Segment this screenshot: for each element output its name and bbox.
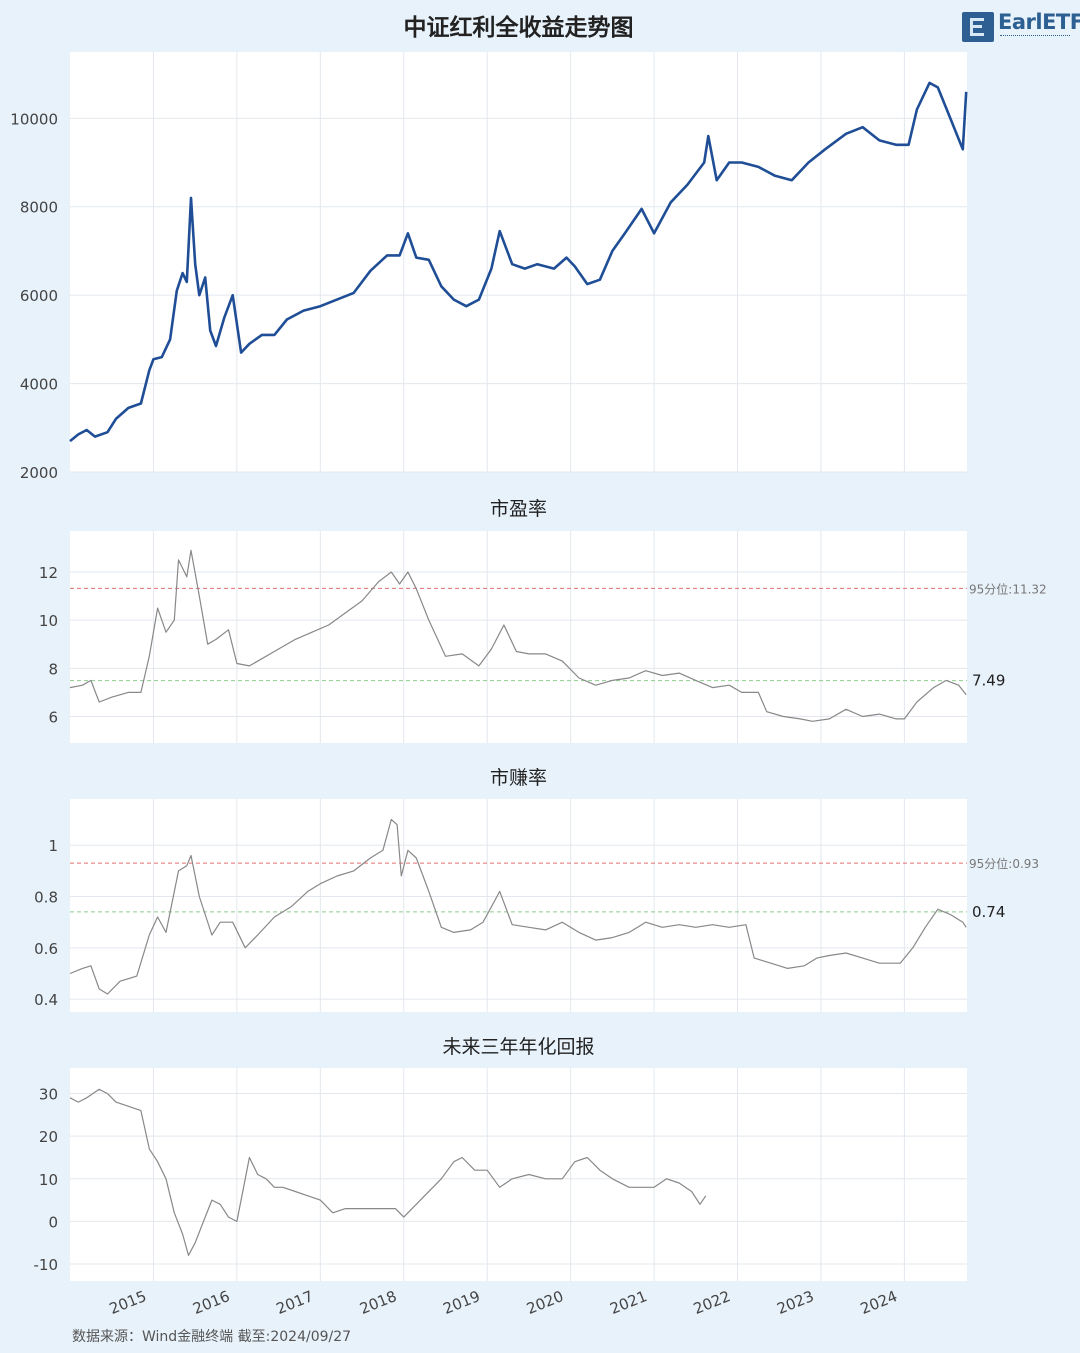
y-tick-label: 6 [48,709,58,727]
x-tick-label: 2019 [441,1287,483,1318]
y-tick-label: 10 [39,612,58,630]
chart-title: 市盈率 [490,498,547,520]
logo-icon [962,12,994,42]
percentile-label: 95分位:11.32 [969,581,1047,596]
chart-panel-2: 6 8 10 12 市盈率 95分位:11.32 7.49 [39,498,1047,743]
chart-panel-1: 2000 4000 6000 8000 10000 中证红利全收益走势图 [10,14,968,482]
logo-text: EarlETF [998,10,1080,34]
x-tick-label: 2018 [357,1287,399,1318]
y-tick-label: 2000 [20,464,58,482]
index-line [69,81,968,443]
x-tick-label: 2020 [524,1287,566,1318]
plot-area [70,799,967,1012]
y-tick-label: 8000 [20,199,58,217]
x-tick-label: 2023 [774,1287,816,1318]
percentile-label: 95分位:0.93 [969,856,1039,871]
earletf-logo: EarlETF [962,10,1080,44]
x-tick-label: 2015 [107,1287,149,1318]
metric-line [69,818,967,995]
metric-line [69,549,967,722]
current-value-label: 7.49 [972,672,1005,690]
current-value-label: 0.74 [972,903,1005,921]
source-note: 数据来源：Wind金融终端 截至:2024/09/27 [72,1329,352,1345]
x-tick-label: 2024 [858,1287,900,1318]
y-tick-label: 1 [48,837,58,855]
y-tick-label: 0 [48,1213,58,1231]
y-tick-label: 6000 [20,287,58,305]
plot-area [70,52,967,472]
panels-layer: 200040006000800010000中证红利全收益走势图681012市盈率… [10,14,1046,1318]
y-tick-label: 30 [39,1086,58,1104]
x-tick-label: 2017 [274,1287,316,1318]
metric-line [69,1088,707,1256]
plot-area [70,531,967,743]
y-tick-label: 8 [48,660,58,678]
y-tick-label: 10 [39,1171,58,1189]
logo-subline [1000,35,1070,40]
x-tick-label: 2021 [607,1287,649,1318]
y-tick-label: 0.8 [34,889,58,907]
chart-title: 未来三年年化回报 [442,1036,594,1058]
chart-title: 市赚率 [490,767,547,789]
y-tick-label: 4000 [20,376,58,394]
chart-panel-4: -10 0 10 20 30 未来三年年化回报 2015 2016 2017 2018 2019 20… [34,1036,967,1318]
chart-panel-3: 0.4 0.6 0.8 1 市赚率 95分位:0.93 0.74 [34,767,1039,1012]
y-tick-label: 20 [39,1128,58,1146]
y-tick-label: 12 [39,564,58,582]
chart-title: 中证红利全收益走势图 [404,14,634,41]
x-tick-label: 2022 [691,1287,733,1318]
y-tick-label: -10 [34,1256,59,1274]
y-tick-label: 0.6 [34,940,58,958]
y-tick-label: 0.4 [34,991,58,1009]
plot-area [70,1068,967,1281]
x-tick-label: 2016 [190,1287,232,1318]
y-tick-label: 10000 [10,110,58,128]
